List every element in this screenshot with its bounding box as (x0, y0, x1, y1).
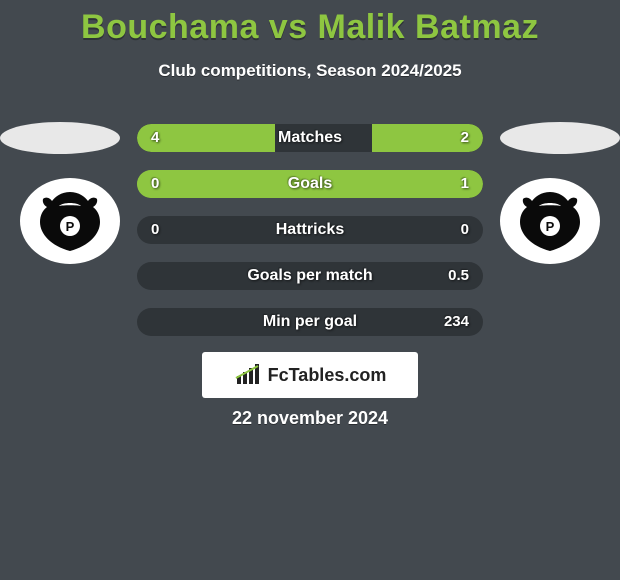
stat-row: 4 Matches 2 (137, 124, 483, 152)
comparison-title: Bouchama vs Malik Batmaz (0, 0, 620, 47)
stat-label: Matches (137, 124, 483, 152)
stat-label: Hattricks (137, 216, 483, 244)
club-badge-right: P (500, 178, 600, 264)
stat-row: 0 Hattricks 0 (137, 216, 483, 244)
eagle-crest-icon: P (35, 188, 105, 254)
stat-value-right: 0.5 (448, 262, 469, 290)
comparison-subtitle: Club competitions, Season 2024/2025 (0, 61, 620, 81)
eagle-crest-icon: P (515, 188, 585, 254)
stat-label: Goals per match (137, 262, 483, 290)
svg-text:P: P (66, 219, 75, 234)
stat-value-right: 0 (461, 216, 469, 244)
svg-text:P: P (546, 219, 555, 234)
stat-row: Goals per match 0.5 (137, 262, 483, 290)
stat-value-right: 234 (444, 308, 469, 336)
player-right-silhouette (500, 122, 620, 154)
brand-badge: FcTables.com (202, 352, 418, 398)
bar-chart-icon (234, 364, 262, 386)
stats-container: 4 Matches 2 0 Goals 1 0 Hattricks 0 Goal… (137, 124, 483, 354)
snapshot-date: 22 november 2024 (0, 408, 620, 429)
brand-text: FcTables.com (268, 365, 387, 386)
stat-value-right: 1 (461, 170, 469, 198)
stat-label: Goals (137, 170, 483, 198)
club-badge-left: P (20, 178, 120, 264)
player-left-silhouette (0, 122, 120, 154)
stat-value-right: 2 (461, 124, 469, 152)
stat-label: Min per goal (137, 308, 483, 336)
stat-row: Min per goal 234 (137, 308, 483, 336)
stat-row: 0 Goals 1 (137, 170, 483, 198)
